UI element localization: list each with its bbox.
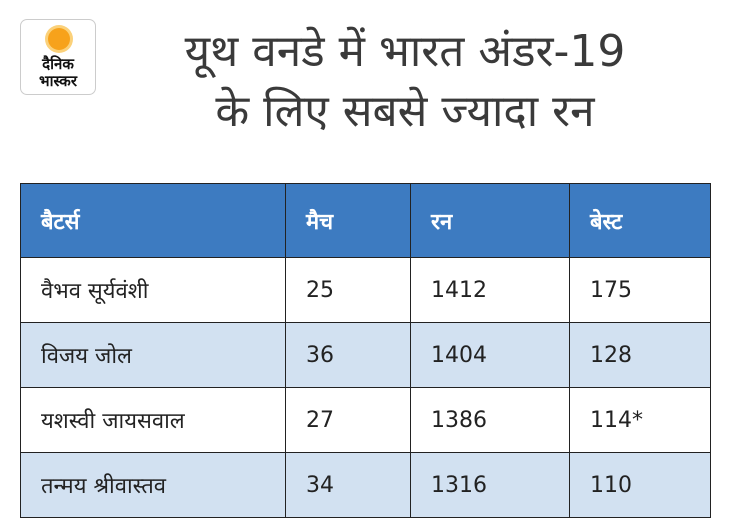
logo-text-line1: दैनिक xyxy=(42,55,74,73)
cell-best: 114* xyxy=(569,387,711,453)
cell-matches: 36 xyxy=(285,322,411,388)
dainik-bhaskar-logo: दैनिक भास्कर xyxy=(20,19,96,95)
cell-best: 128 xyxy=(569,322,711,388)
cell-batter: तन्मय श्रीवास्तव xyxy=(20,452,286,518)
cell-runs: 1404 xyxy=(410,322,570,388)
cell-matches: 27 xyxy=(285,387,411,453)
header-matches: मैच xyxy=(285,183,411,258)
header-batters: बैटर्स xyxy=(20,183,286,258)
cell-batter: वैभव सूर्यवंशी xyxy=(20,257,286,323)
title-line2: के लिए सबसे ज्यादा रन xyxy=(215,86,595,137)
table-row: विजय जोल 36 1404 128 xyxy=(20,322,711,388)
runs-table: बैटर्स मैच रन बेस्ट वैभव सूर्यवंशी 25 14… xyxy=(20,183,711,518)
cell-runs: 1316 xyxy=(410,452,570,518)
cell-best: 175 xyxy=(569,257,711,323)
cell-matches: 25 xyxy=(285,257,411,323)
header-runs: रन xyxy=(410,183,570,258)
cell-runs: 1412 xyxy=(410,257,570,323)
cell-batter: यशस्वी जायसवाल xyxy=(20,387,286,453)
table-row: यशस्वी जायसवाल 27 1386 114* xyxy=(20,387,711,453)
sun-icon xyxy=(48,28,70,50)
cell-runs: 1386 xyxy=(410,387,570,453)
cell-best: 110 xyxy=(569,452,711,518)
cell-batter: विजय जोल xyxy=(20,322,286,388)
page-title: यूथ वनडे में भारत अंडर-19 के लिए सबसे ज्… xyxy=(100,22,710,142)
header-best: बेस्ट xyxy=(569,183,711,258)
title-line1: यूथ वनडे में भारत अंडर-19 xyxy=(184,26,626,77)
cell-matches: 34 xyxy=(285,452,411,518)
logo-text-line2: भास्कर xyxy=(39,72,77,90)
table-header-row: बैटर्स मैच रन बेस्ट xyxy=(20,183,711,258)
table-row: तन्मय श्रीवास्तव 34 1316 110 xyxy=(20,452,711,518)
table-row: वैभव सूर्यवंशी 25 1412 175 xyxy=(20,257,711,323)
